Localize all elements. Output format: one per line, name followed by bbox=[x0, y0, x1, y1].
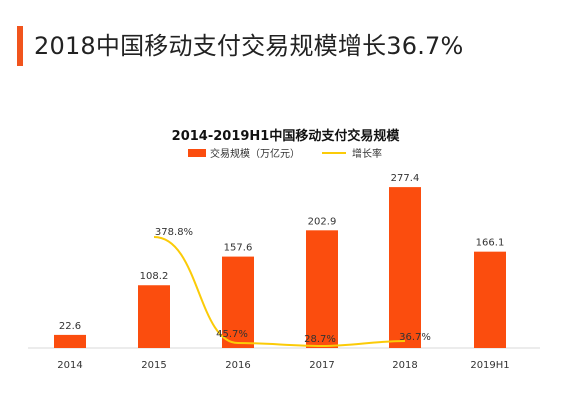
title-accent-bar bbox=[17, 26, 23, 66]
x-tick-2015: 2015 bbox=[141, 360, 166, 371]
growth-label-2016: 45.7% bbox=[216, 329, 248, 340]
x-tick-2014: 2014 bbox=[57, 360, 82, 371]
legend-item-volume: 交易规模（万亿元） bbox=[188, 145, 300, 160]
legend-line-swatch bbox=[322, 151, 346, 154]
chart-title: 2014-2019H1中国移动支付交易规模 bbox=[171, 129, 400, 144]
legend-bar-swatch bbox=[188, 148, 206, 157]
growth-rate-line bbox=[153, 236, 406, 348]
legend-label-volume: 交易规模（万亿元） bbox=[210, 149, 300, 160]
legend-label-growth: 增长率 bbox=[352, 149, 382, 160]
bar-label-2016: 157.6 bbox=[224, 243, 253, 254]
growth-label-2017: 28.7% bbox=[304, 334, 336, 345]
growth-label-2018: 36.7% bbox=[399, 332, 431, 343]
chart-legend: 交易规模（万亿元） 增长率 bbox=[188, 145, 404, 160]
bar-2017 bbox=[306, 230, 338, 348]
bar-2015 bbox=[138, 285, 170, 348]
bar-2014 bbox=[54, 334, 86, 348]
bar-2019H1 bbox=[474, 251, 506, 348]
bar-label-2017: 202.9 bbox=[308, 216, 337, 227]
x-tick-2019H1: 2019H1 bbox=[470, 360, 509, 371]
bar-2018 bbox=[389, 187, 421, 348]
bar-label-2015: 108.2 bbox=[140, 271, 169, 282]
bar-label-2018: 277.4 bbox=[391, 173, 420, 184]
growth-label-2015: 378.8% bbox=[155, 227, 193, 238]
bar-label-2014: 22.6 bbox=[59, 321, 81, 332]
x-tick-2016: 2016 bbox=[225, 360, 250, 371]
bar-2016 bbox=[222, 256, 254, 348]
legend-item-growth: 增长率 bbox=[322, 145, 382, 160]
x-tick-2018: 2018 bbox=[392, 360, 417, 371]
page-headline: 2018中国移动支付交易规模增长36.7% bbox=[34, 32, 464, 60]
bar-label-2019H1: 166.1 bbox=[476, 238, 505, 249]
x-tick-2017: 2017 bbox=[309, 360, 334, 371]
